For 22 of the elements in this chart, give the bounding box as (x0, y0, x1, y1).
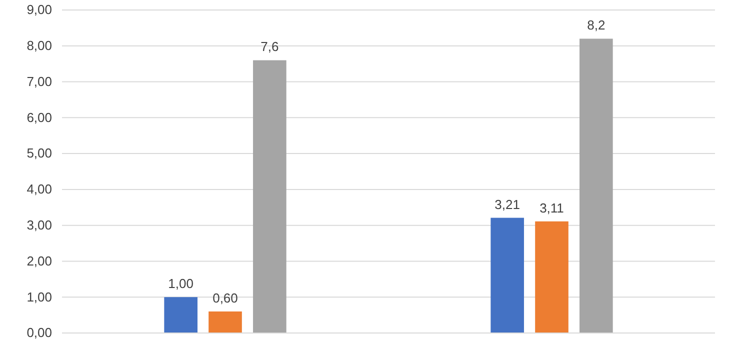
y-tick-label: 8,00 (26, 38, 52, 54)
data-label: 7,6 (260, 39, 279, 54)
y-tick-label: 1,00 (26, 289, 52, 304)
bar (208, 311, 242, 333)
data-label: 8,2 (587, 18, 606, 33)
bar (580, 38, 613, 333)
data-label: 3,11 (540, 200, 564, 216)
y-tick-label: 2,00 (26, 253, 52, 268)
y-tick-label: 5,00 (26, 146, 52, 161)
y-tick-label: 3,00 (26, 217, 52, 232)
y-tick-label: 4,00 (26, 182, 52, 197)
y-tick-label: 6,00 (26, 110, 52, 125)
data-label: 0,60 (212, 290, 238, 306)
y-tick-label: 7,00 (26, 74, 52, 89)
bar (253, 60, 286, 333)
y-tick-label: 0,00 (26, 325, 52, 340)
bar (490, 218, 524, 333)
bar (164, 297, 198, 333)
bar (535, 221, 568, 333)
data-label: 1,00 (168, 276, 194, 292)
data-label: 3,21 (494, 196, 520, 212)
y-tick-label: 9,00 (26, 2, 52, 18)
